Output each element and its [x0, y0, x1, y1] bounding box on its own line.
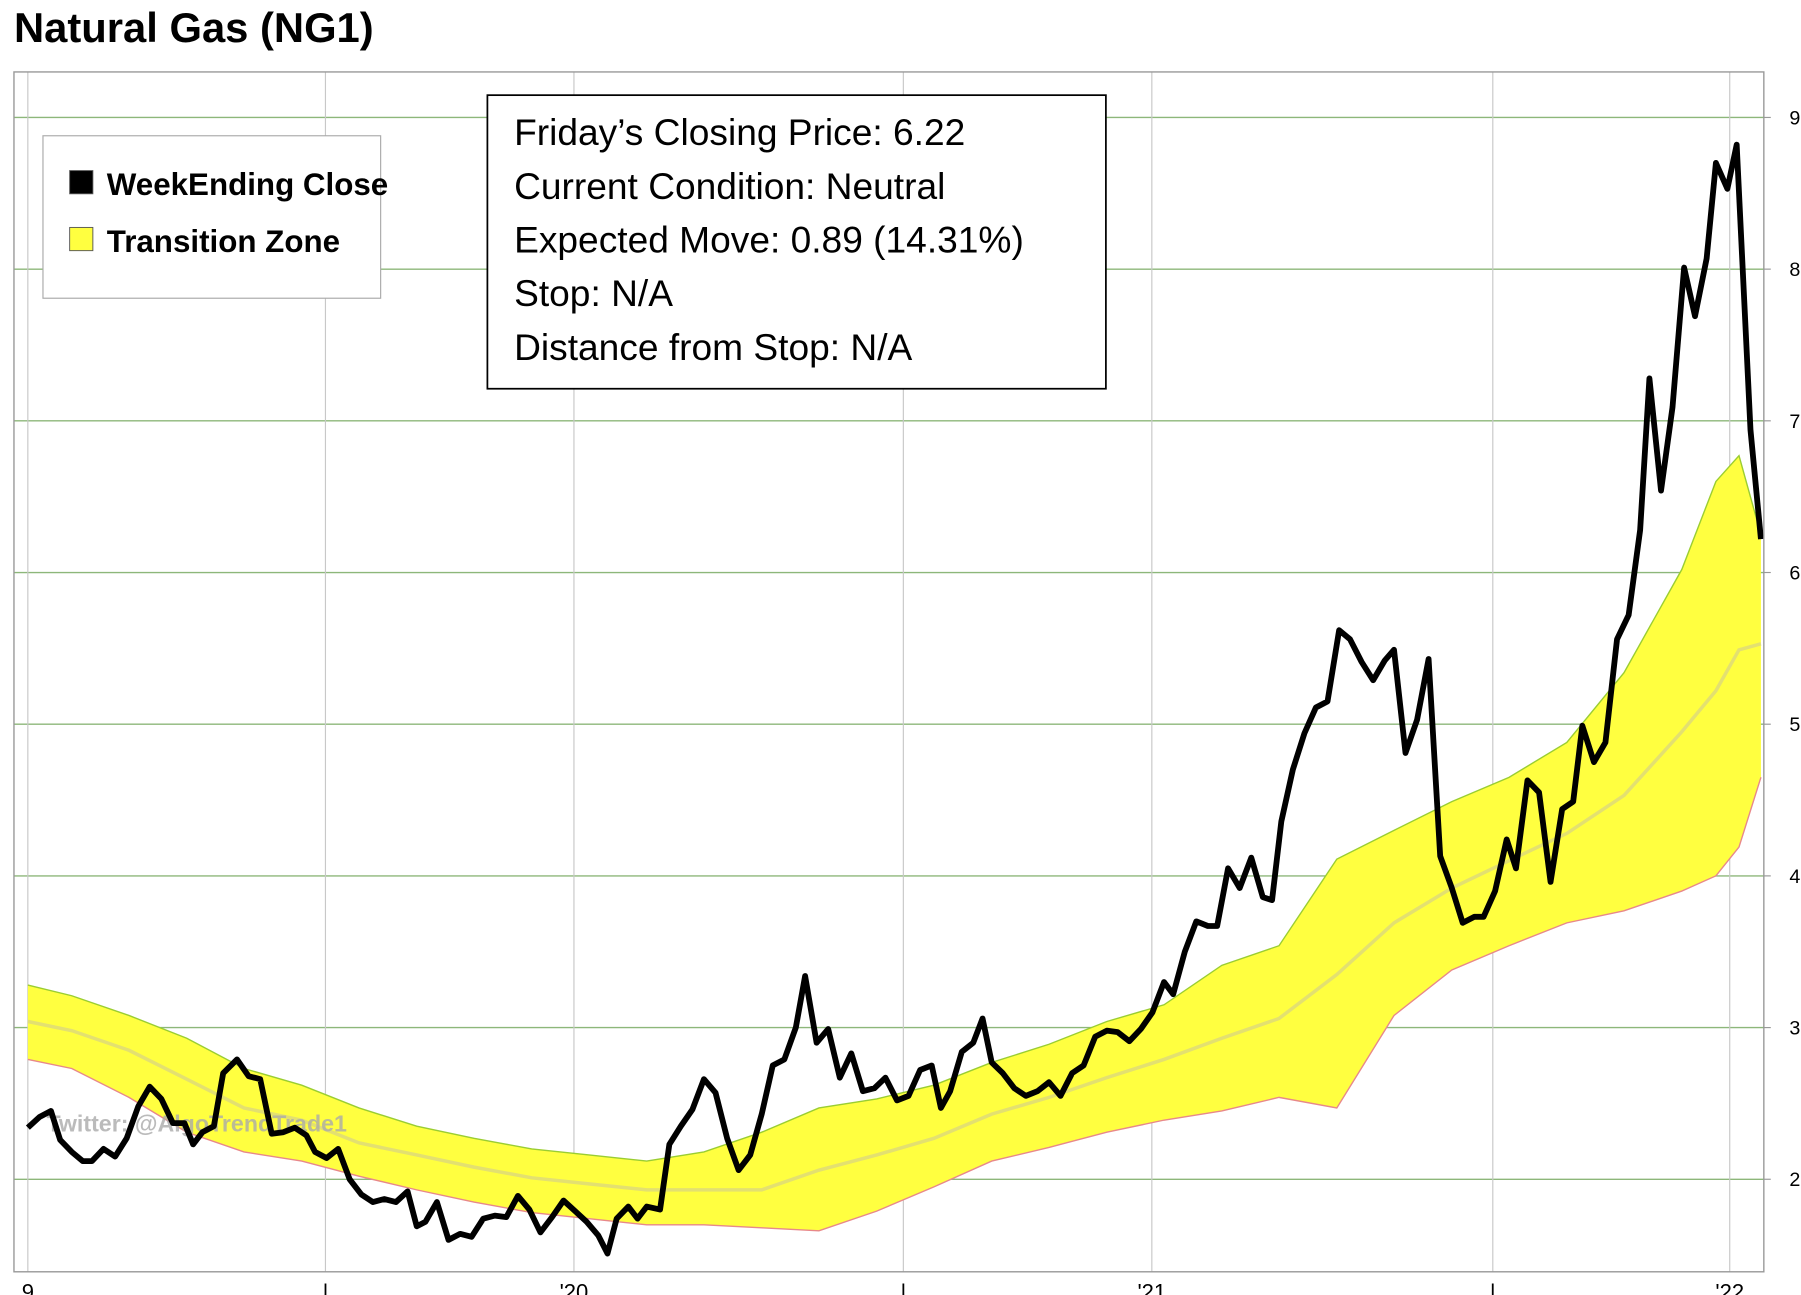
legend-label: Transition Zone [107, 224, 340, 259]
close-line [25, 141, 1764, 1257]
zone-lower [27, 777, 1762, 1232]
y-tick-label: 6 [1789, 562, 1800, 584]
y-tick-label: 4 [1789, 866, 1800, 888]
x-tick-label: | [1490, 1280, 1496, 1295]
x-tick-label: | [323, 1280, 329, 1295]
legend-label: WeekEnding Close [107, 167, 388, 202]
overlay: 2 3 4 5 6 7 8 9 9 | '20 | '21 | '22 WeekEnding Close Tra… [13, 71, 1800, 1295]
info-line: Distance from Stop: N/A [514, 326, 912, 368]
info-line: Expected Move: 0.89 (14.31%) [514, 219, 1024, 261]
plot-area: Twitter: @AlgoTrendTrade1 [13, 71, 1764, 1272]
y-tick-label: 7 [1789, 411, 1800, 433]
info-box [486, 94, 1107, 390]
info-line: Stop: N/A [514, 272, 673, 314]
legend-swatch [69, 226, 94, 252]
chart-title: Natural Gas (NG1) [14, 4, 374, 51]
y-tick-label: 8 [1789, 259, 1800, 281]
legend-swatch [69, 170, 94, 195]
x-tick-label: '20 [560, 1280, 589, 1295]
x-tick-label: '21 [1137, 1280, 1166, 1295]
legend-box [42, 135, 382, 299]
y-tick-label: 2 [1789, 1169, 1800, 1191]
info-line: Current Condition: Neutral [514, 165, 945, 207]
y-tick-label: 5 [1789, 714, 1800, 736]
x-tick-label: | [900, 1280, 906, 1295]
x-tick-label: '22 [1715, 1280, 1744, 1295]
x-tick-label: 9 [22, 1280, 34, 1295]
y-tick-label: 3 [1789, 1018, 1800, 1040]
info-line: Friday’s Closing Price: 6.22 [514, 111, 965, 153]
y-tick-label: 9 [1789, 107, 1800, 129]
zone-fill [27, 455, 1761, 1231]
plot-frame [13, 71, 1765, 1273]
